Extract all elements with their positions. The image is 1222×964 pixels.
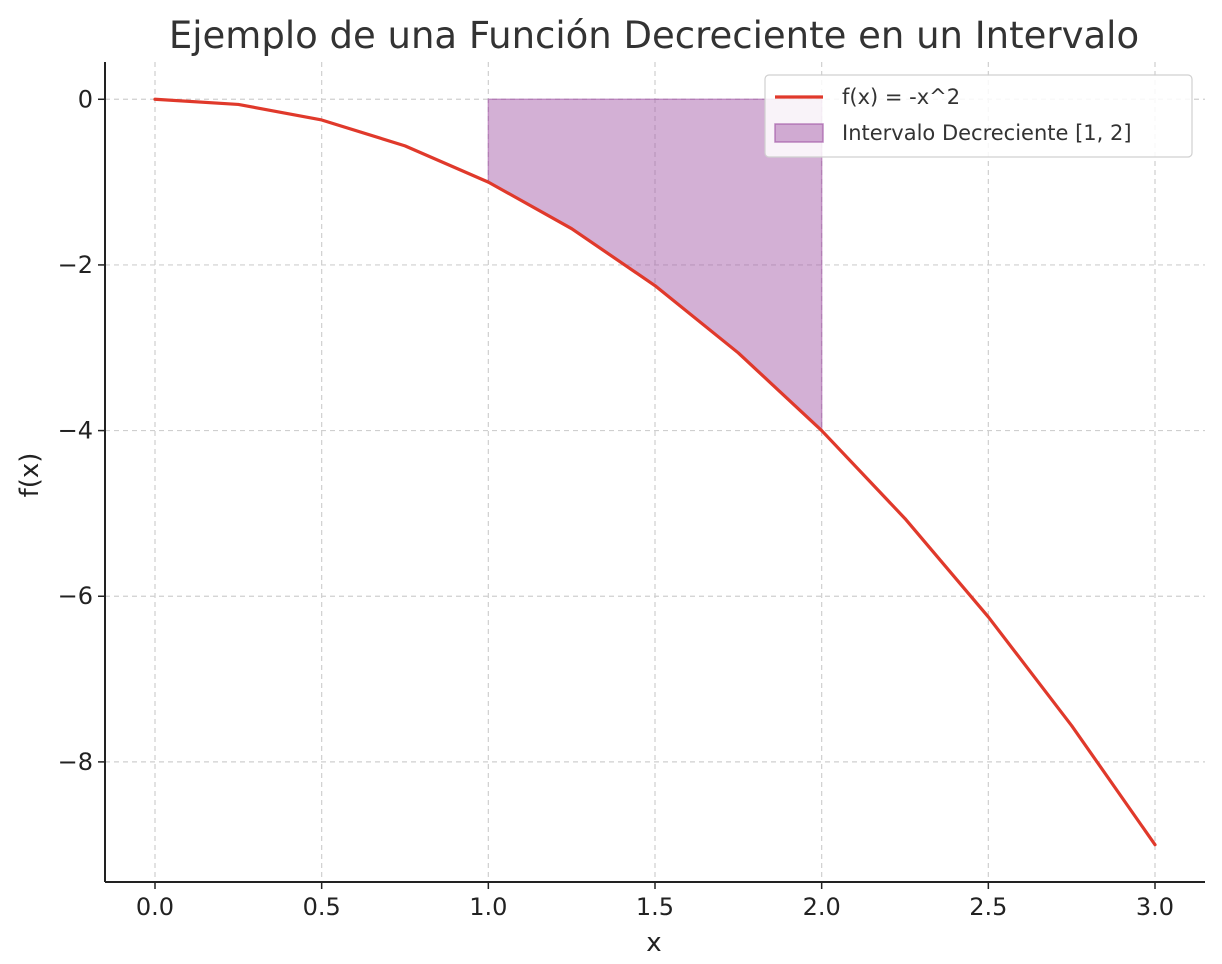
line-layer xyxy=(153,97,1157,847)
x-tick-label: 3.0 xyxy=(1136,893,1174,921)
x-tick-label: 1.5 xyxy=(636,893,674,921)
x-tick-label: 1.0 xyxy=(469,893,507,921)
legend: f(x) = -x^2 Intervalo Decreciente [1, 2] xyxy=(764,74,1193,158)
y-tick-label: −8 xyxy=(58,748,93,776)
x-tick-label: 2.0 xyxy=(803,893,841,921)
y-tick-label: 0 xyxy=(78,85,93,113)
x-tick-label: 0.5 xyxy=(303,893,341,921)
x-axis-label: x xyxy=(646,928,661,958)
function-line xyxy=(153,97,1157,847)
y-tick-label: −4 xyxy=(58,417,93,445)
chart-title: Ejemplo de una Función Decreciente en un… xyxy=(169,14,1139,57)
y-axis-label: f(x) xyxy=(15,453,45,498)
legend-label: Intervalo Decreciente [1, 2] xyxy=(842,121,1132,145)
y-tick-label: −2 xyxy=(58,251,93,279)
axes: 0.0 0.5 1.0 1.5 2.0 2.5 3.0 0 −2 −4 −6 −8 xyxy=(58,62,1205,921)
x-tick-label: 0.0 xyxy=(136,893,174,921)
x-tick-label: 2.5 xyxy=(969,893,1007,921)
legend-box xyxy=(764,74,1193,158)
y-tick-label: −6 xyxy=(58,582,93,610)
legend-label: f(x) = -x^2 xyxy=(842,85,960,109)
legend-swatch-interval xyxy=(774,123,824,143)
